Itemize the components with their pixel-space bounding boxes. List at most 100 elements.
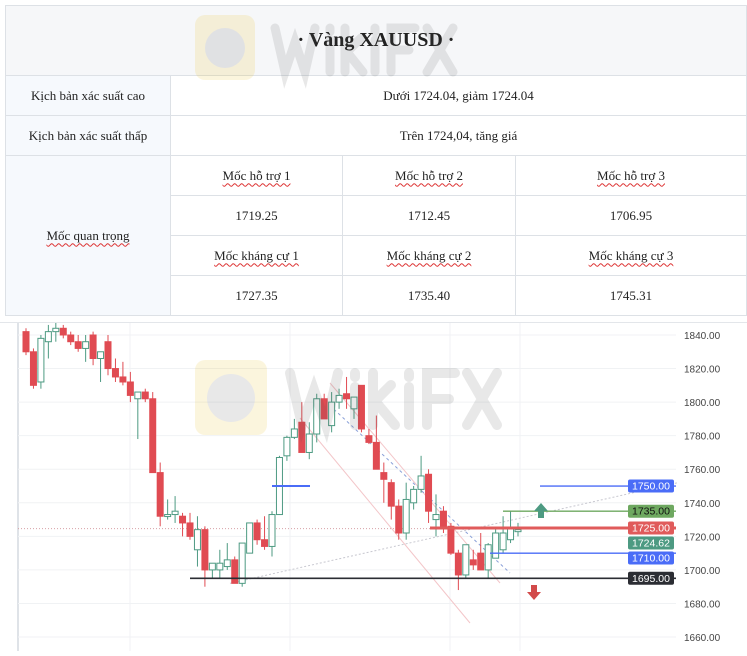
candle-bullish (335, 394, 343, 403)
candle-bearish (89, 334, 97, 359)
candle-bullish (507, 527, 515, 541)
candle-bullish (328, 401, 336, 427)
candle-bullish (313, 398, 321, 435)
candle-bearish (387, 482, 395, 507)
candle-bearish (439, 510, 447, 529)
resistance-value: 1735.40 (342, 275, 516, 316)
low-scenario-label: Kịch bản xác suất thấp (5, 115, 171, 156)
y-tick-label: 1740.00 (684, 499, 721, 510)
candle-bullish (432, 514, 440, 521)
y-tick-label: 1840.00 (684, 331, 721, 342)
candle-bullish (164, 514, 172, 518)
candle-bearish (380, 472, 388, 480)
candle-bearish (111, 368, 119, 378)
candle-bullish (290, 428, 298, 438)
candle-bullish (246, 522, 254, 554)
high-scenario-label: Kịch bản xác suất cao (5, 75, 171, 116)
candle-bullish (268, 514, 276, 547)
candle-bearish (298, 421, 306, 453)
candle-bullish (514, 529, 522, 533)
channel-midline (324, 400, 511, 574)
candle-bearish (425, 473, 433, 512)
candle-bullish (82, 341, 90, 349)
price-label-box (628, 551, 674, 565)
resistance-value: 1745.31 (515, 275, 747, 316)
candle-bearish (343, 393, 351, 400)
candle-bearish (261, 539, 269, 547)
candle-bullish (193, 529, 201, 551)
candle-bearish (22, 331, 30, 353)
candle-bullish (484, 544, 492, 571)
candle-bullish (44, 331, 52, 343)
y-tick-label: 1760.00 (684, 465, 721, 476)
candle-bearish (454, 552, 462, 576)
support-value: 1719.25 (170, 195, 343, 236)
candle-bearish (149, 398, 157, 474)
candle-bearish (141, 391, 149, 400)
y-tick-label: 1800.00 (684, 398, 721, 409)
price-label-box (628, 571, 674, 585)
candle-bearish (372, 441, 380, 470)
candle-bullish (97, 351, 105, 359)
key-levels-label: Mốc quan trọng (46, 227, 130, 243)
arrow-down-icon (527, 585, 541, 600)
support-value: 1706.95 (515, 195, 747, 236)
price-label: 1725.00 (632, 522, 670, 534)
table-title: · Vàng XAUUSD · (5, 5, 747, 76)
price-label-box (628, 504, 674, 518)
candle-bearish (104, 341, 112, 370)
y-tick-label: 1720.00 (684, 532, 721, 543)
analysis-table: · Vàng XAUUSD · Kịch bản xác suất cao Dướ… (5, 5, 747, 316)
support-header: Mốc hỗ trợ 1 (222, 167, 291, 183)
price-label: 1710.00 (632, 552, 670, 564)
candle-bullish (223, 559, 231, 568)
candle-bullish (402, 498, 410, 534)
candle-bearish (201, 529, 209, 571)
candle-bullish (171, 510, 179, 516)
resistance-header: Mốc kháng cự 2 (386, 247, 472, 263)
candle-bearish (253, 522, 261, 541)
price-label: 1695.00 (632, 573, 670, 585)
candle-bearish (156, 472, 164, 517)
candle-bullish (238, 542, 246, 584)
support-header: Mốc hỗ trợ 3 (597, 167, 665, 183)
arrow-up-icon (534, 503, 548, 518)
price-label-box (628, 479, 674, 493)
y-tick-label: 1780.00 (684, 432, 721, 443)
candle-bearish (119, 376, 127, 383)
candle-bearish (186, 522, 194, 537)
candle-bearish (365, 435, 373, 443)
candle-bearish (395, 505, 403, 534)
price-label: 1735.00 (632, 506, 670, 518)
resistance-value: 1727.35 (170, 275, 343, 316)
price-label: 1724.62 (632, 537, 670, 549)
candle-bullish (216, 562, 224, 571)
resistance-header: Mốc kháng cự 3 (588, 247, 674, 263)
candle-bullish (283, 436, 291, 457)
y-tick-label: 1680.00 (684, 599, 721, 610)
candle-bullish (410, 488, 418, 504)
y-tick-label: 1700.00 (684, 566, 721, 577)
price-label: 1750.00 (632, 481, 670, 493)
price-label-box (628, 521, 674, 535)
candle-bearish (67, 334, 75, 343)
candle-bullish (305, 433, 313, 453)
candle-bullish (462, 544, 470, 576)
y-tick-label: 1660.00 (684, 633, 721, 644)
price-label-box (628, 536, 674, 550)
channel-line (299, 417, 471, 624)
candle-bearish (357, 384, 365, 430)
candle-bearish (231, 559, 239, 584)
candle-bearish (126, 381, 134, 396)
price-chart[interactable]: 1840.00 1820.00 1800.00 1780.00 1760.00 1740.… (0, 321, 747, 651)
support-header: Mốc hỗ trợ 2 (395, 167, 463, 183)
candle-bearish (179, 515, 187, 524)
channel-line (329, 382, 501, 584)
candle-bearish (447, 525, 455, 554)
candle-bullish (208, 562, 216, 571)
high-scenario-value: Dưới 1724.04, giảm 1724.04 (170, 75, 747, 116)
support-value: 1712.45 (342, 195, 516, 236)
candle-bullish (492, 532, 500, 559)
candle-bullish (417, 475, 425, 490)
candle-bullish (37, 337, 45, 383)
